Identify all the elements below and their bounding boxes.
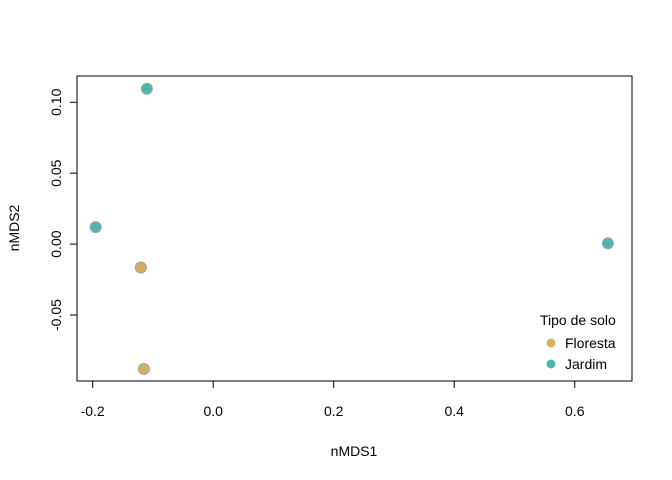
y-tick-label: 0.05: [48, 159, 64, 186]
legend-marker: [546, 338, 556, 348]
legend: Tipo de solo Floresta Jardim: [540, 312, 616, 372]
legend-label: Floresta: [565, 335, 616, 351]
y-tick-label: -0.05: [48, 299, 64, 331]
x-axis-label: nMDS1: [331, 443, 378, 459]
point-floresta: [134, 261, 147, 274]
point-jardim: [89, 221, 102, 234]
x-tick-label: 0.6: [565, 403, 585, 419]
point-jardim: [140, 82, 153, 95]
legend-label: Jardim: [565, 356, 607, 372]
x-axis: -0.2 0.0 0.2 0.4 0.6: [81, 380, 585, 419]
point-jardim: [601, 237, 614, 250]
data-points: [89, 82, 614, 375]
point-floresta: [137, 362, 150, 375]
y-tick-label: 0.10: [48, 88, 64, 115]
y-axis-label: nMDS2: [6, 204, 22, 251]
x-tick-label: 0.2: [324, 403, 344, 419]
x-tick-label: 0.4: [444, 403, 464, 419]
x-tick-label: 0.0: [203, 403, 223, 419]
legend-marker: [546, 359, 556, 369]
y-axis: -0.05 0.00 0.05 0.10: [48, 88, 78, 331]
y-tick-label: 0.00: [48, 230, 64, 257]
legend-title: Tipo de solo: [540, 312, 616, 328]
x-tick-label: -0.2: [81, 403, 105, 419]
plot-frame: [76, 75, 633, 382]
